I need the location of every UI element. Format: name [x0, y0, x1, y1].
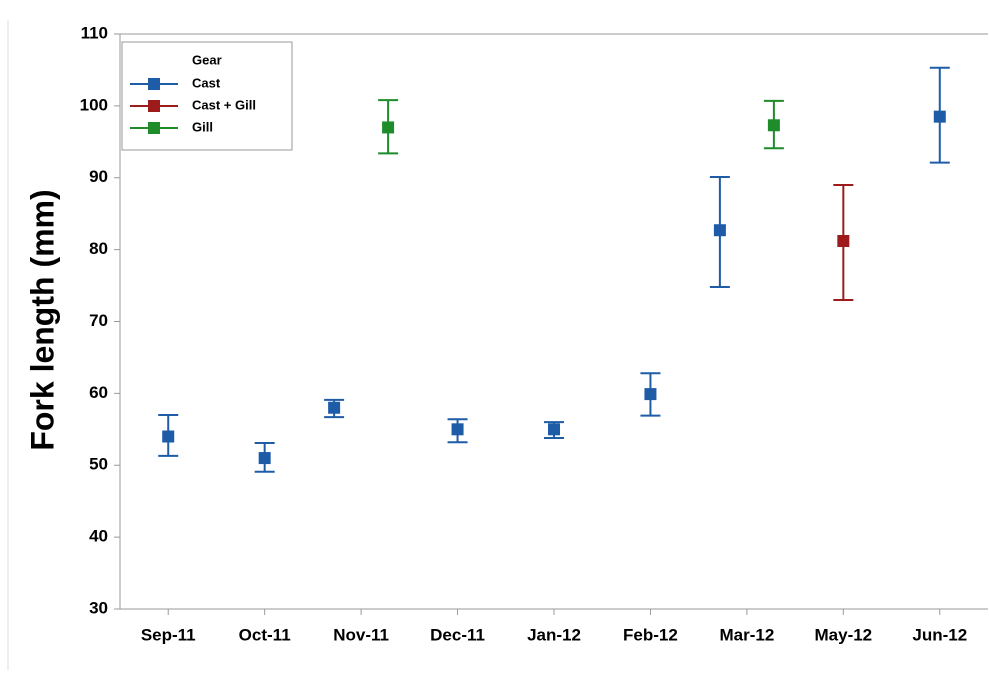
legend-label: Cast + Gill	[192, 97, 256, 112]
legend-marker	[148, 100, 160, 112]
marker	[713, 224, 726, 237]
y-tick-label: 50	[89, 455, 108, 474]
x-tick-label: Jun-12	[912, 625, 967, 644]
x-tick-label: Jan-12	[527, 625, 581, 644]
x-tick-label: May-12	[815, 625, 873, 644]
x-tick-label: Dec-11	[430, 625, 485, 644]
y-tick-label: 100	[80, 95, 108, 114]
legend-title: Gear	[192, 52, 222, 67]
marker	[162, 430, 175, 443]
legend-label: Gill	[192, 119, 213, 134]
y-tick-label: 90	[89, 167, 108, 186]
y-tick-label: 30	[89, 598, 108, 617]
y-tick-label: 60	[89, 383, 108, 402]
legend-marker	[148, 122, 160, 134]
marker	[933, 110, 946, 123]
marker	[451, 423, 464, 436]
marker	[328, 401, 341, 414]
marker	[258, 452, 271, 465]
y-tick-label: 40	[89, 527, 108, 546]
x-tick-label: Nov-11	[333, 625, 389, 644]
x-tick-label: Sep-11	[141, 625, 196, 644]
legend-label: Cast	[192, 75, 221, 90]
marker	[382, 121, 395, 134]
marker	[644, 388, 657, 401]
legend-marker	[148, 78, 160, 90]
marker	[548, 423, 560, 436]
marker	[767, 119, 780, 132]
y-tick-label: 110	[81, 23, 108, 42]
y-tick-label: 80	[89, 239, 108, 258]
y-axis-label: Fork length (mm)	[24, 189, 60, 450]
marker	[837, 235, 850, 247]
x-tick-label: Oct-11	[239, 625, 291, 644]
x-tick-label: Feb-12	[623, 625, 678, 644]
y-tick-label: 70	[89, 311, 108, 330]
x-tick-label: Mar-12	[719, 625, 774, 644]
